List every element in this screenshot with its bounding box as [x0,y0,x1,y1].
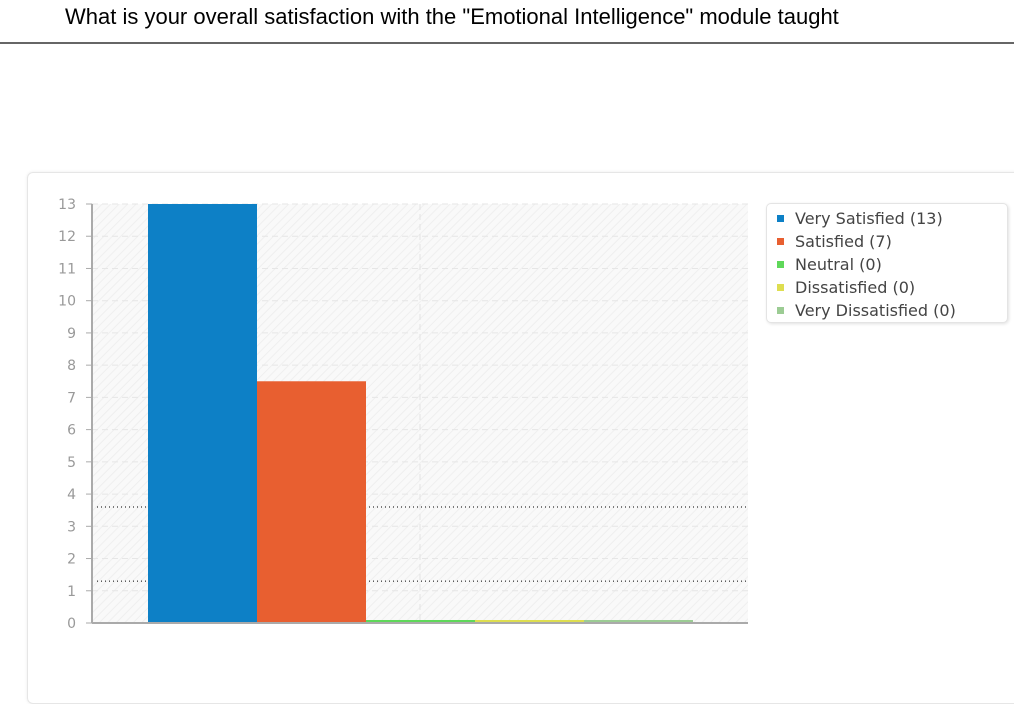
legend-item[interactable]: Satisfied (7) [767,230,1007,253]
legend-swatch [777,215,784,222]
bar-dissatisfied [475,620,584,623]
y-tick-label: 2 [67,552,76,568]
legend-label: Neutral (0) [795,255,882,274]
y-tick-label: 8 [67,358,76,374]
legend-item[interactable]: Dissatisfied (0) [767,276,1007,299]
y-tick-label: 9 [67,326,76,342]
legend-label: Dissatisfied (0) [795,278,916,297]
y-tick-label: 12 [58,229,76,245]
y-tick-label: 10 [58,294,76,310]
chart-legend: Very Satisfied (13) Satisfied (7) Neutral … [766,203,1008,323]
y-tick-label: 4 [67,487,76,503]
divider [0,42,1014,44]
legend-swatch [777,307,784,314]
y-tick-label: 1 [67,584,76,600]
y-tick-label: 3 [67,519,76,535]
y-tick-label: 11 [58,261,76,277]
legend-label: Very Dissatisfied (0) [795,301,956,320]
bar-very-satisfied [148,204,257,623]
legend-swatch [777,261,784,268]
legend-label: Satisfied (7) [795,232,892,251]
legend-swatch [777,284,784,291]
y-tick-label: 6 [67,423,76,439]
bar-neutral [366,620,475,623]
y-tick-label: 0 [67,616,76,632]
legend-item[interactable]: Very Satisfied (13) [767,207,1007,230]
bar-satisfied [257,381,366,623]
bar-very-dissatisfied [584,620,693,623]
legend-swatch [777,238,784,245]
y-tick-label: 13 [58,197,76,213]
legend-label: Very Satisfied (13) [795,209,943,228]
y-tick-label: 7 [67,390,76,406]
question-title: What is your overall satisfaction with t… [65,4,839,29]
legend-item[interactable]: Very Dissatisfied (0) [767,299,1007,322]
legend-item[interactable]: Neutral (0) [767,253,1007,276]
y-tick-label: 5 [67,455,76,471]
